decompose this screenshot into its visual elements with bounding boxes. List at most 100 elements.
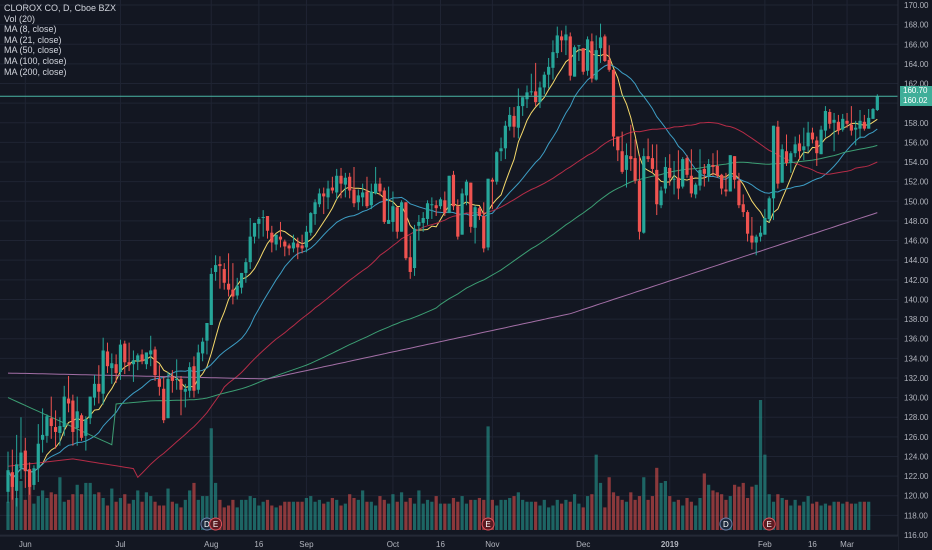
legend-ma50[interactable]: MA (50, close) xyxy=(4,45,62,56)
candle xyxy=(854,120,858,146)
candle xyxy=(330,176,334,194)
candle xyxy=(114,354,118,383)
candle xyxy=(871,108,875,119)
y-tick-labels: 170.00168.00166.00164.00162.00160.00158.… xyxy=(904,1,929,540)
legend-ma21[interactable]: MA (21, close) xyxy=(4,34,62,45)
candle-body xyxy=(226,283,231,290)
candle-body xyxy=(819,129,823,155)
candle-body xyxy=(464,181,469,196)
candle-body xyxy=(162,388,166,421)
candle xyxy=(166,372,170,419)
earnings-icon[interactable]: E xyxy=(762,517,776,531)
candle-body xyxy=(408,257,412,272)
volume-bar xyxy=(681,505,685,530)
earnings-icon[interactable]: E xyxy=(209,517,223,531)
volume-bar xyxy=(655,467,659,530)
volume-bar xyxy=(6,501,10,530)
volume-bar xyxy=(365,501,369,530)
volume-bar xyxy=(157,505,161,530)
volume-bar xyxy=(763,454,767,530)
y-tick-label: 124.00 xyxy=(904,452,929,461)
volume-bar xyxy=(745,497,750,530)
candle-body xyxy=(421,217,425,223)
candle-body xyxy=(166,378,170,419)
candle xyxy=(399,200,404,232)
candle xyxy=(819,125,823,155)
legend-ma200[interactable]: MA (200, close) xyxy=(4,66,67,77)
legend-volume[interactable]: Vol (20) xyxy=(4,13,36,24)
candle-body xyxy=(6,470,10,492)
volume-bar xyxy=(326,501,330,530)
volume-bar xyxy=(754,484,758,530)
volume-bar xyxy=(862,501,866,530)
candle xyxy=(92,375,97,406)
volume-bar xyxy=(585,496,590,530)
volume-bar xyxy=(551,505,555,530)
event-circle xyxy=(719,517,733,531)
legend-symbol[interactable]: CLOROX CO, D, Cboe BZX xyxy=(4,3,117,13)
candle-body xyxy=(577,45,581,47)
volume-bar xyxy=(698,497,702,530)
volume-bar xyxy=(49,492,53,530)
candle xyxy=(810,127,815,144)
candle xyxy=(495,151,499,185)
volume-bar xyxy=(568,501,572,530)
volume-bar xyxy=(425,499,430,530)
candle-body xyxy=(270,232,274,243)
volume-bar xyxy=(205,496,209,530)
event-label: E xyxy=(485,520,490,529)
earnings-icon[interactable]: E xyxy=(481,517,495,531)
candle xyxy=(140,349,144,365)
candle-body xyxy=(339,175,343,184)
legend-ma100[interactable]: MA (100, close) xyxy=(4,55,67,66)
candle xyxy=(88,396,92,425)
volume-bar xyxy=(79,494,84,530)
volume-bar xyxy=(175,503,179,530)
candle xyxy=(23,437,27,488)
candle-body xyxy=(663,166,667,189)
candle-body xyxy=(676,177,680,189)
volume-bar xyxy=(19,481,23,530)
candle xyxy=(127,342,131,372)
event-label: D xyxy=(723,520,729,529)
candle xyxy=(642,148,646,234)
candle-body xyxy=(365,191,369,207)
candle xyxy=(598,23,603,63)
candle-body xyxy=(205,323,209,341)
volume-bar xyxy=(71,494,75,530)
candle-body xyxy=(356,195,360,203)
candle xyxy=(646,138,650,163)
legend-ma8[interactable]: MA (8, close) xyxy=(4,24,57,35)
candle-body xyxy=(789,153,793,164)
candle-body xyxy=(335,175,339,193)
volume-bar xyxy=(196,499,200,530)
candle-body xyxy=(313,202,317,215)
candle-body xyxy=(348,176,352,191)
candle-body xyxy=(836,121,840,131)
volume-bar xyxy=(218,499,222,530)
candle xyxy=(711,153,715,176)
candle-body xyxy=(832,119,836,123)
y-tick-label: 132.00 xyxy=(904,374,929,383)
candle xyxy=(261,210,265,237)
dividend-icon[interactable]: D xyxy=(719,517,733,531)
candle xyxy=(754,234,758,256)
volume-bar xyxy=(482,499,486,530)
candle xyxy=(611,69,616,147)
candle-body xyxy=(560,36,564,41)
volume-bar xyxy=(214,482,218,530)
candle-body xyxy=(646,156,650,160)
candle-body xyxy=(689,175,693,194)
candle xyxy=(689,149,693,198)
candle xyxy=(620,131,624,174)
volume-bar xyxy=(828,505,832,530)
candle xyxy=(581,48,585,75)
candle xyxy=(724,172,728,197)
volume-bar xyxy=(261,501,265,530)
y-tick-label: 130.00 xyxy=(904,394,929,403)
candle xyxy=(382,187,386,224)
candle xyxy=(404,202,408,261)
volume-bar xyxy=(758,400,763,530)
